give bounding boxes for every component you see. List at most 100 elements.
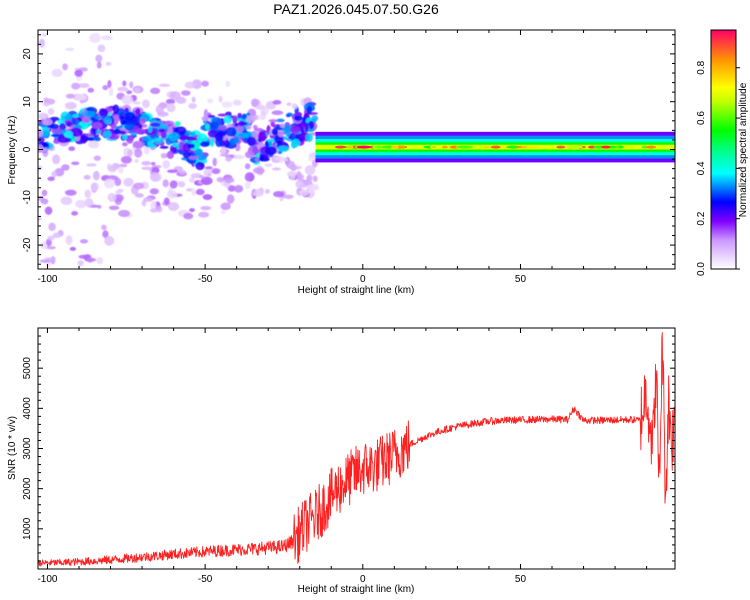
- colorbar-tick-label: 0.4: [696, 161, 707, 175]
- spectrogram-cell: [52, 232, 61, 239]
- spectrogram-cell: [286, 160, 296, 169]
- spectrogram-cell: [38, 217, 42, 221]
- spectrogram-cell: [220, 202, 231, 211]
- spectrogram-cell: [82, 116, 90, 124]
- snr-panel: -100 -50 0 50 1000 2000 3000 4000 5000 Height o…: [7, 327, 676, 595]
- y-tick-label: -10: [22, 190, 33, 205]
- spectrogram-cell: [162, 160, 170, 169]
- spectrogram-cell: [134, 87, 141, 93]
- spectrogram-cell: [184, 81, 196, 89]
- spectrogram-cell: [159, 145, 169, 149]
- spectrogram-cell: [264, 163, 273, 167]
- spectrogram-line-hotspot: [334, 145, 347, 149]
- spectrogram-cell: [93, 155, 102, 161]
- spectrogram-cell: [41, 189, 48, 197]
- spectrogram-cell: [153, 137, 164, 145]
- spectrogram-cell: [284, 194, 294, 200]
- spectrogram-cell: [84, 189, 92, 198]
- spectrogram-cell: [257, 115, 267, 120]
- spectrogram-cell: [225, 80, 231, 88]
- spectrogram-cell: [191, 187, 196, 196]
- spectrogram-line-hotspot: [346, 145, 354, 149]
- spectrogram-line-hotspot: [588, 145, 597, 149]
- spectrogram-cell: [114, 177, 122, 187]
- spectrogram-cell: [42, 102, 50, 107]
- spectrogram-cell: [264, 146, 277, 156]
- spectrogram-line-hotspot: [490, 145, 501, 149]
- spectrogram-cell: [291, 138, 301, 148]
- spectrogram-cell: [273, 191, 285, 198]
- spectrogram-cell: [270, 121, 275, 127]
- spectrogram-cell: [149, 188, 159, 195]
- y-tick-label: 4000: [22, 397, 33, 420]
- y-tick-label: -20: [22, 237, 33, 252]
- spectrogram-cell: [133, 182, 145, 190]
- spectrogram-cell: [217, 113, 228, 117]
- spectrogram-line-hotspot: [601, 145, 611, 149]
- spectrogram-cell: [65, 189, 77, 196]
- snr-x-ticks: -100 -50 0 50: [37, 328, 648, 585]
- spectrogram-cell: [237, 112, 243, 119]
- spectrogram-cell: [212, 157, 217, 167]
- spectrogram-cell: [120, 116, 126, 126]
- spectrogram-cell: [248, 174, 254, 181]
- spectrogram-cell: [120, 156, 132, 164]
- spectrogram-cell: [83, 174, 91, 180]
- spectrogram-cell: [188, 155, 199, 160]
- spectrogram-cell: [253, 167, 265, 174]
- spectrogram-cell: [240, 121, 248, 126]
- spectrogram-cell: [63, 130, 74, 138]
- spectrogram-cell: [134, 159, 139, 163]
- spectrogram-cell: [51, 170, 58, 178]
- spectrogram-cell: [102, 230, 109, 239]
- spectrogram-cell: [84, 257, 97, 262]
- spectrogram-cell: [110, 164, 118, 169]
- spectrogram-cell: [201, 80, 209, 87]
- spectrogram-cell: [122, 142, 128, 147]
- spectrogram-cell: [141, 161, 152, 166]
- spectrogram-cell: [253, 124, 258, 130]
- spectrogram-cell: [207, 98, 213, 104]
- spectrogram-cell: [39, 38, 45, 48]
- spectrogram-cell: [68, 146, 76, 152]
- spectrogram-cell: [162, 179, 169, 188]
- spectrogram-cell: [150, 162, 156, 166]
- spectrogram-cell: [167, 125, 173, 135]
- spectrogram-cell: [295, 179, 305, 189]
- spectrogram-cell: [38, 144, 44, 153]
- spectrogram-cell: [122, 80, 127, 87]
- spectrogram-line-hotspot: [356, 145, 372, 149]
- spectrogram-cell: [83, 110, 96, 118]
- spectrogram-cell: [244, 181, 251, 190]
- spectrogram-cell: [286, 113, 291, 118]
- spectrogram-cell: [90, 182, 99, 192]
- x-tick-label: -100: [37, 574, 57, 585]
- spectrogram-cell: [88, 140, 100, 149]
- spectrogram-cell: [123, 111, 135, 121]
- y-tick-label: 20: [22, 48, 33, 60]
- spectrogram-cell: [65, 235, 73, 246]
- x-tick-label: 0: [360, 274, 366, 285]
- spectrogram-cell: [166, 102, 176, 113]
- spectrogram-cell: [304, 122, 309, 132]
- spectrogram-cell: [233, 154, 245, 160]
- spectrogram-cell: [108, 87, 114, 97]
- spectrogram-cell: [74, 69, 83, 77]
- spectrogram-cell: [247, 136, 257, 147]
- spectrogram-cell: [126, 90, 133, 95]
- snr-y-ticks: 1000 2000 3000 4000 5000: [22, 327, 675, 570]
- spectrogram-cell: [168, 132, 180, 142]
- spectrogram-cell: [183, 212, 194, 220]
- spectrogram-cell: [127, 149, 133, 157]
- spectrogram-cell: [107, 192, 117, 203]
- spectrogram-cell: [274, 156, 282, 161]
- spectrogram-cell: [60, 196, 73, 206]
- spectrogram-cell: [218, 95, 223, 103]
- spectrogram-cell: [47, 176, 55, 182]
- y-tick-label: 2000: [22, 477, 33, 500]
- spectrogram-cell: [285, 130, 291, 137]
- colorbar-tick-label: 0.8: [696, 60, 707, 74]
- spectrogram-main-line: [315, 131, 675, 163]
- spectrogram-cell: [71, 211, 79, 216]
- spectrogram-cell: [231, 115, 238, 123]
